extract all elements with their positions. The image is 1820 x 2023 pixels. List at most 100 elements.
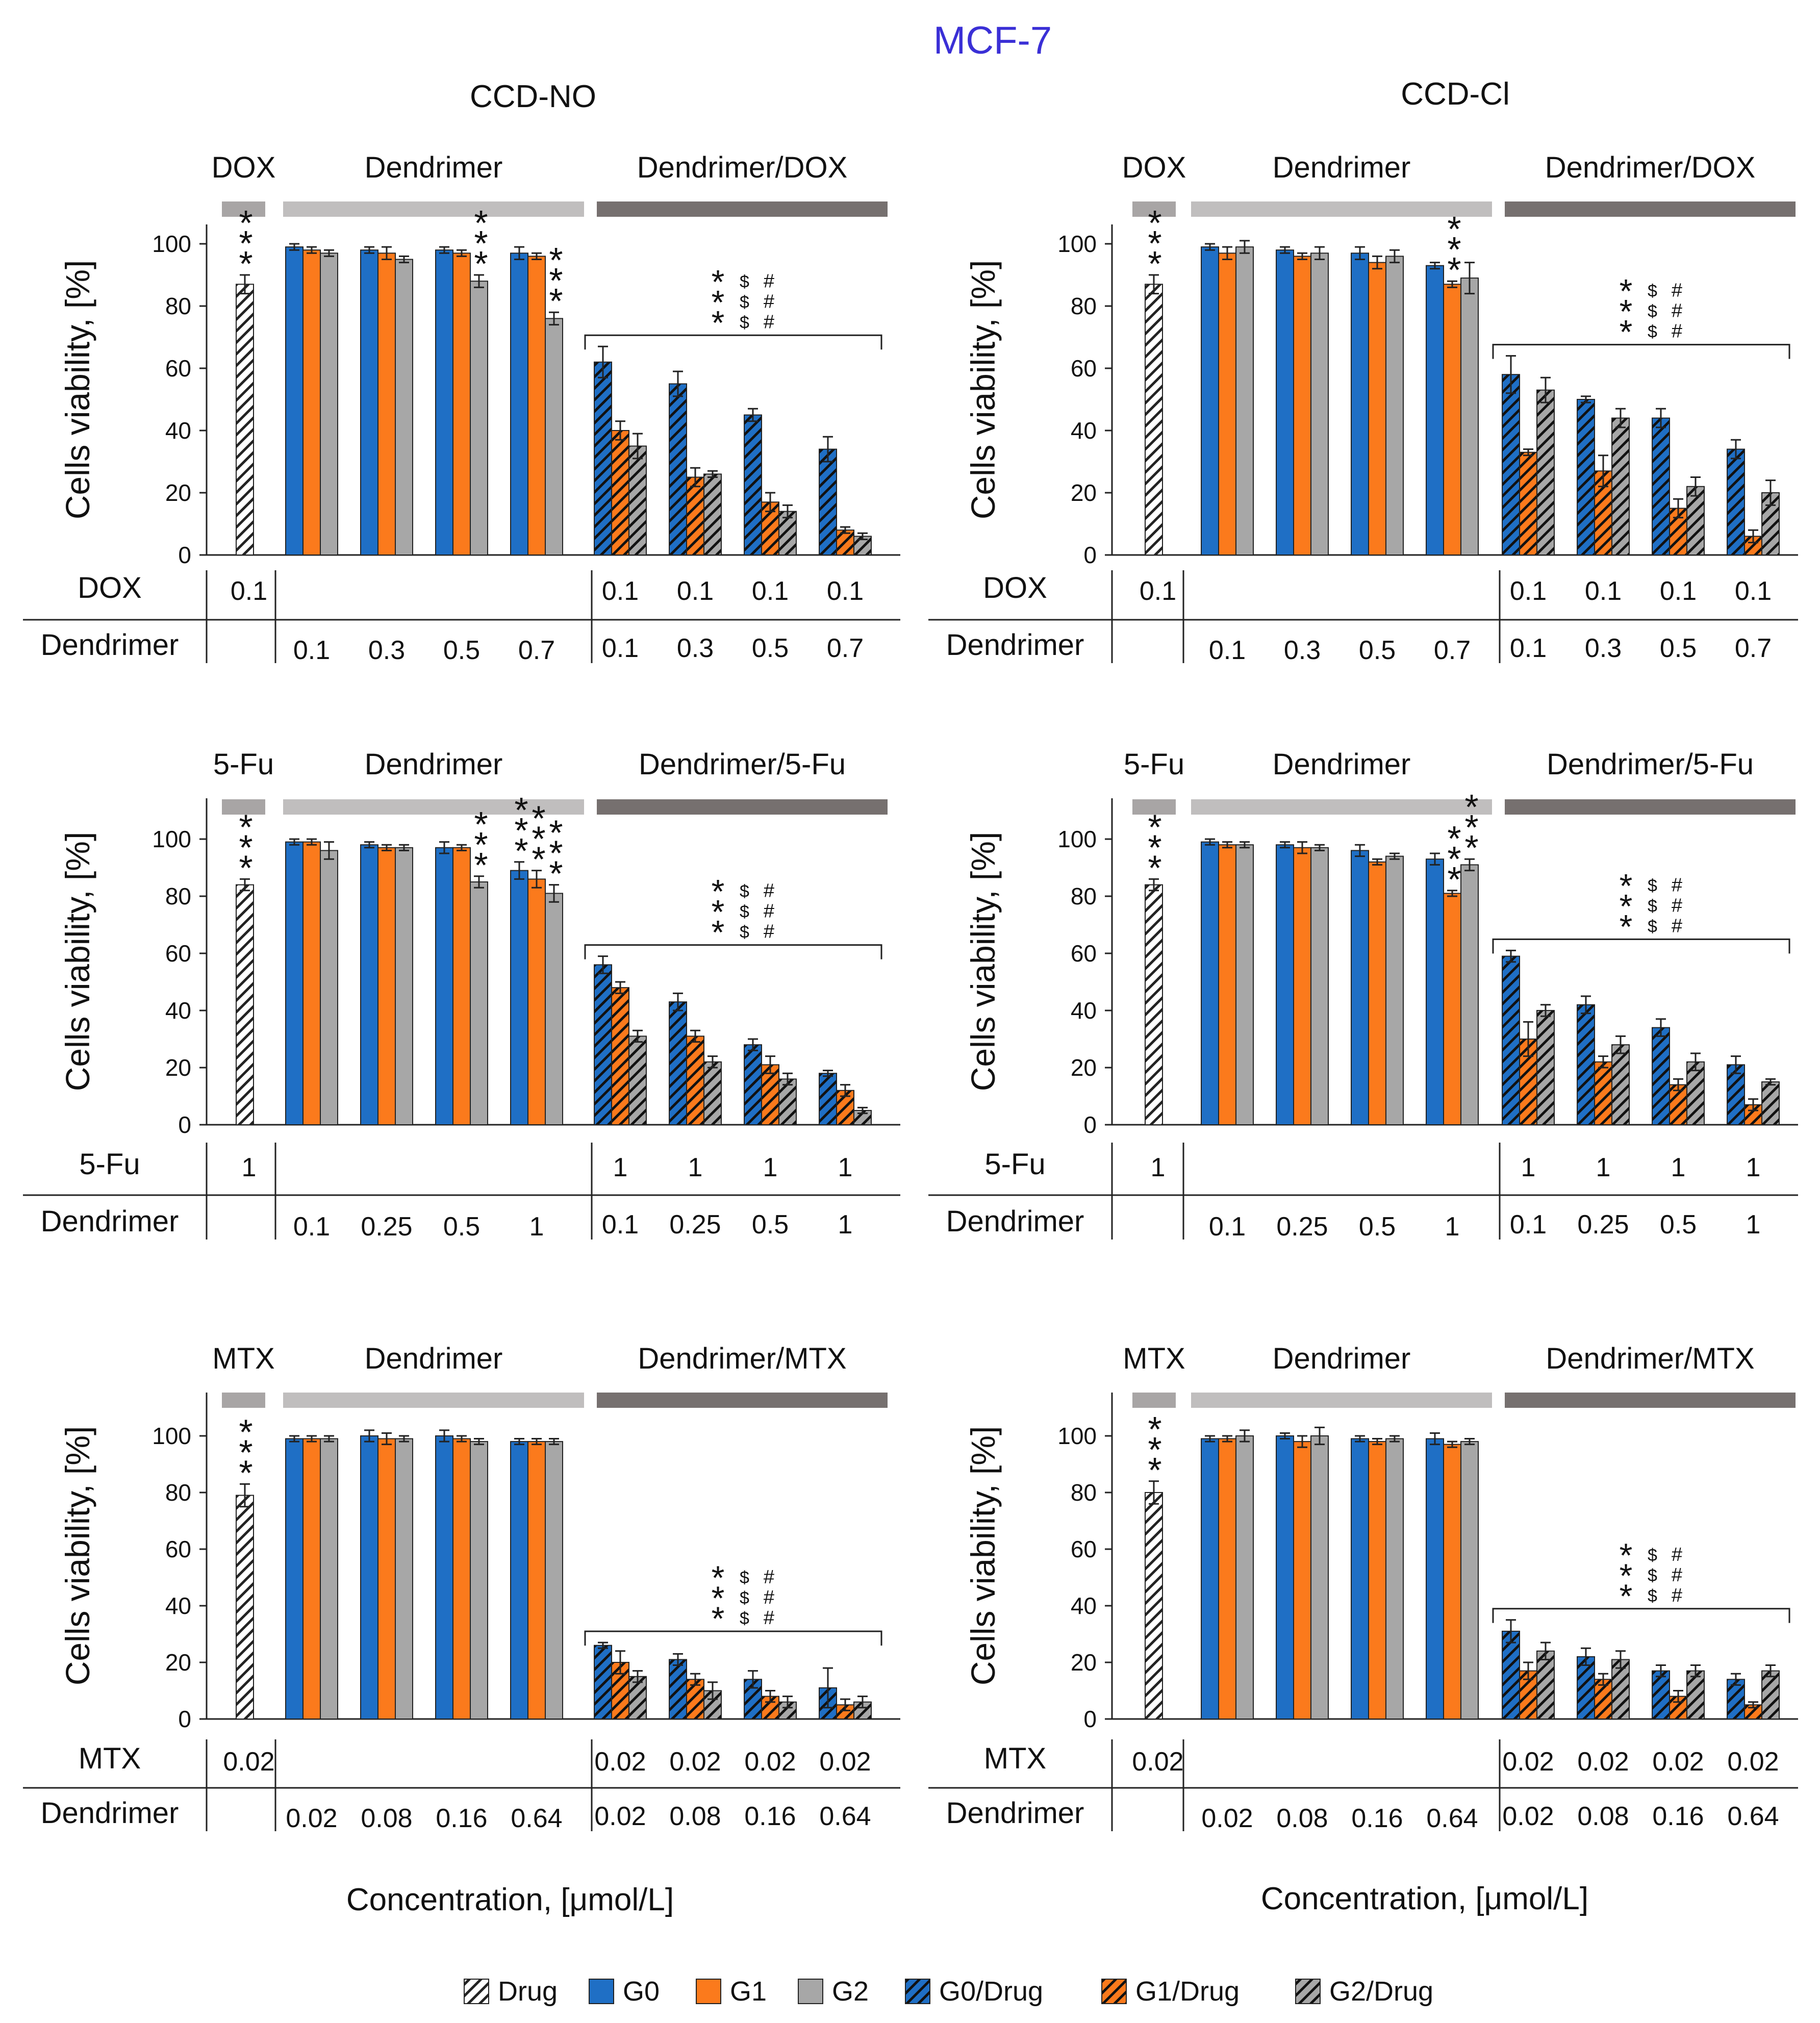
significance-bracket xyxy=(1492,1608,1790,1623)
table-combo-drug-conc: 0.02 xyxy=(1502,1747,1554,1777)
significance-hash: # xyxy=(764,1566,774,1588)
y-tick-label: 80 xyxy=(1071,883,1097,909)
y-tick-label: 0 xyxy=(178,1111,191,1138)
group-label: Dendrimer xyxy=(1273,1342,1411,1375)
bar-g0-drug xyxy=(669,383,687,555)
table-combo-dendrimer-conc: 0.1 xyxy=(1510,634,1547,663)
table-combo-drug-conc: 1 xyxy=(1596,1153,1611,1182)
bar-g2 xyxy=(395,259,413,555)
table-dendrimer-conc: 1 xyxy=(529,1212,544,1242)
column-title-left: CCD-NO xyxy=(470,79,596,114)
y-tick-label: 60 xyxy=(165,355,191,382)
legend-label-g1-drug: G1/Drug xyxy=(1135,1976,1240,2007)
significance-star: * xyxy=(549,833,563,873)
table-combo-dendrimer-conc: 0.02 xyxy=(594,1802,646,1831)
table-combo-dendrimer-conc: 0.02 xyxy=(1502,1802,1554,1831)
y-tick-label: 60 xyxy=(1071,355,1097,382)
significance-dollar: $ xyxy=(740,902,749,922)
table-combo-drug-conc: 0.02 xyxy=(669,1747,721,1777)
table-combo-dendrimer-conc: 0.5 xyxy=(1660,634,1697,663)
significance-star: * xyxy=(1620,313,1633,351)
bar-g1-drug xyxy=(611,987,629,1125)
y-tick-label: 60 xyxy=(1071,940,1097,967)
legend-swatch-g0-drug xyxy=(905,1979,930,2004)
y-tick-label: 20 xyxy=(1071,479,1097,506)
bar-g0 xyxy=(285,246,304,556)
group-bar xyxy=(222,799,265,815)
table-row-label-dendrimer: Dendrimer xyxy=(946,1205,1084,1238)
bar-g1 xyxy=(1218,1438,1236,1720)
significance-star: * xyxy=(712,304,725,341)
group-label: Dendrimer/5-Fu xyxy=(639,748,846,781)
significance-star: * xyxy=(1464,807,1478,847)
significance-bracket xyxy=(584,1630,882,1646)
bar-g1 xyxy=(1443,893,1461,1126)
significance-star: * xyxy=(239,827,252,867)
table-combo-drug-conc: 0.02 xyxy=(1577,1747,1629,1777)
bar-g2-drug xyxy=(778,1078,797,1125)
legend-label-g2-drug: G2/Drug xyxy=(1329,1976,1433,2007)
bar-g1 xyxy=(302,841,321,1125)
bar-g2-drug xyxy=(1536,389,1555,555)
table-drug-conc: 1 xyxy=(1151,1153,1166,1182)
significance-hash: # xyxy=(764,921,774,943)
bar-g2 xyxy=(1460,1441,1479,1720)
table-row-label-drug: DOX xyxy=(983,571,1047,604)
bar-g2 xyxy=(320,850,338,1125)
bar-g2-drug xyxy=(628,1035,647,1126)
significance-dollar: $ xyxy=(1648,1546,1657,1565)
bar-g1 xyxy=(1368,861,1386,1126)
table-combo-drug-conc: 0.02 xyxy=(1727,1747,1779,1777)
bar-g0-drug xyxy=(744,1044,762,1125)
figure-title: MCF-7 xyxy=(933,19,1052,62)
significance-hash: # xyxy=(1672,915,1682,937)
bar-g1-drug xyxy=(1594,1679,1612,1720)
group-bar xyxy=(222,201,265,217)
bar-g1 xyxy=(1368,1441,1386,1720)
significance-star: * xyxy=(532,840,545,879)
table-combo-dendrimer-conc: 1 xyxy=(838,1210,853,1240)
table-combo-drug-conc: 0.1 xyxy=(1585,576,1622,606)
significance-star: * xyxy=(549,261,563,300)
significance-star: * xyxy=(1464,787,1478,827)
y-tick-label: 80 xyxy=(165,293,191,319)
y-tick-label: 20 xyxy=(1071,1649,1097,1676)
table-combo-drug-conc: 0.02 xyxy=(819,1747,871,1777)
group-bar xyxy=(1505,799,1796,815)
significance-hash: # xyxy=(764,270,774,292)
legend-label-g0-drug: G0/Drug xyxy=(939,1976,1043,2007)
significance-hash: # xyxy=(1672,280,1682,301)
legend-swatch-g0 xyxy=(589,1979,614,2004)
y-tick-label: 100 xyxy=(1057,1423,1097,1449)
table-combo-dendrimer-conc: 0.08 xyxy=(1577,1802,1629,1831)
drug-bar xyxy=(1145,884,1163,1125)
drug-bar xyxy=(236,284,254,555)
significance-dollar: $ xyxy=(1648,1566,1657,1585)
group-bar xyxy=(597,201,888,217)
significance-star: * xyxy=(549,813,563,853)
bar-g2-drug xyxy=(1611,1044,1630,1125)
group-bar xyxy=(597,1393,888,1408)
group-label: 5-Fu xyxy=(213,748,274,781)
bar-g2-drug xyxy=(778,1701,797,1719)
bar-g0 xyxy=(360,1435,378,1719)
bar-g1 xyxy=(1443,284,1461,555)
bar-g0 xyxy=(360,249,378,555)
y-tick-label: 40 xyxy=(165,997,191,1024)
table-dendrimer-conc: 0.25 xyxy=(361,1212,412,1242)
table-combo-dendrimer-conc: 0.1 xyxy=(602,634,639,663)
legend-swatch-drug xyxy=(464,1979,489,2004)
y-tick-label: 100 xyxy=(1057,826,1097,852)
group-label: Dendrimer xyxy=(365,151,503,184)
bar-g1-drug xyxy=(686,1035,704,1126)
bar-g2-drug xyxy=(1686,1670,1705,1719)
significance-star: * xyxy=(514,831,528,871)
significance-hash: # xyxy=(1672,300,1682,322)
table-combo-dendrimer-conc: 0.5 xyxy=(752,634,789,663)
significance-star: * xyxy=(1148,1450,1161,1490)
table-combo-dendrimer-conc: 0.64 xyxy=(819,1802,871,1831)
significance-dollar: $ xyxy=(1648,302,1657,321)
table-dendrimer-conc: 0.08 xyxy=(361,1804,412,1833)
bar-g0-drug xyxy=(594,361,612,555)
group-label: DOX xyxy=(1122,151,1186,184)
